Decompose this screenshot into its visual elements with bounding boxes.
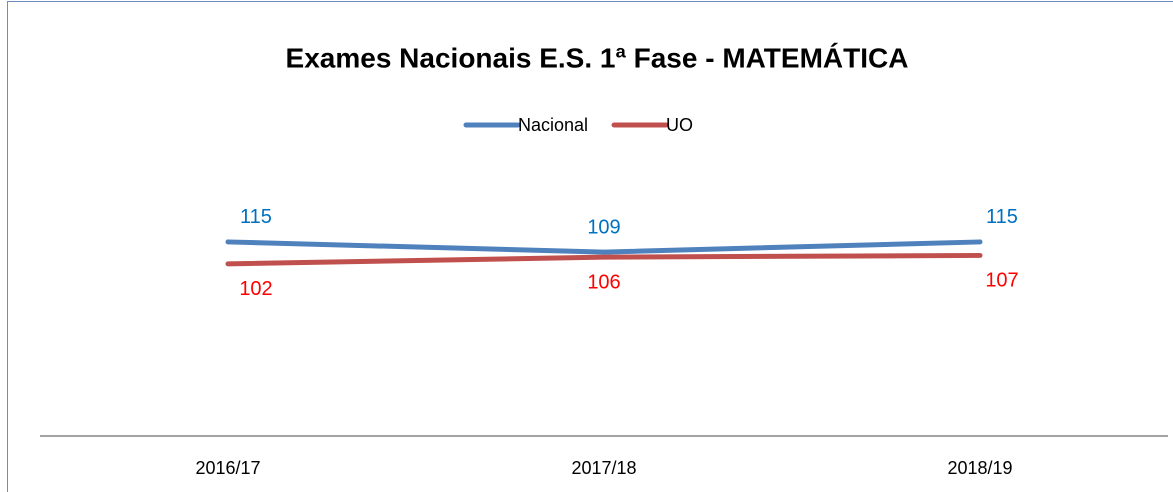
x-tick-label: 2016/17 (195, 458, 260, 478)
data-label: 115 (986, 206, 1018, 228)
series-line (225, 239, 983, 255)
legend-label: Nacional (518, 115, 588, 135)
legend-label: UO (666, 115, 693, 135)
data-label: 107 (985, 270, 1018, 292)
x-tick-label: 2018/19 (947, 458, 1012, 478)
x-tick-label: 2017/18 (571, 458, 636, 478)
series-line (225, 252, 983, 267)
data-label: 115 (240, 206, 272, 228)
data-label: 106 (587, 271, 620, 293)
data-label: 102 (239, 278, 272, 300)
data-label: 109 (587, 216, 620, 238)
chart-border (7, 1, 1173, 492)
chart-title: Exames Nacionais E.S. 1ª Fase - MATEMÁTI… (286, 42, 909, 73)
